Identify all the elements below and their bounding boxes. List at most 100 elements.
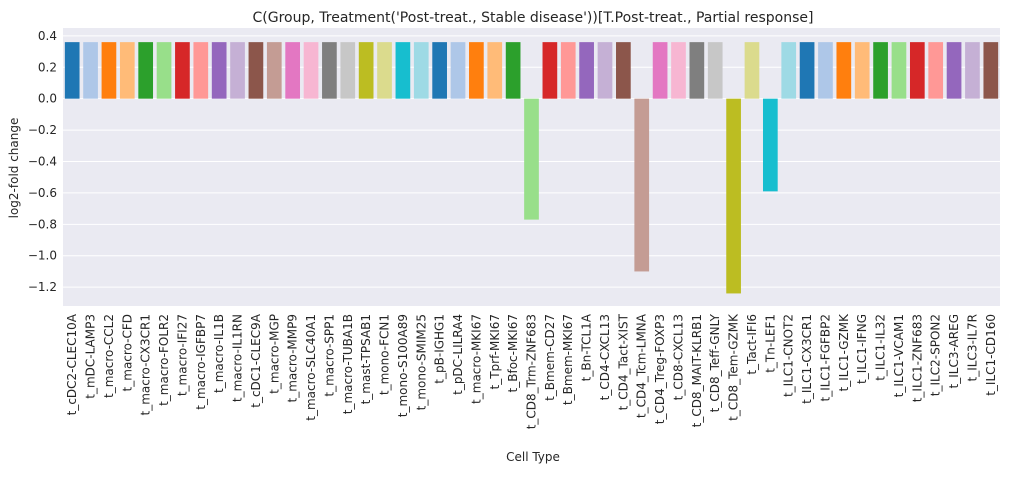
bar-t_ILC1-VCAM1 [891,42,907,99]
bar-t_CD8_Teff-GNLY [707,42,723,99]
bar-t_ILC1-IFNG [854,42,870,99]
bar-t_ILC3-AREG [946,42,962,99]
bar-t_pB-IGHG1 [432,42,447,99]
x-tick-label: t_Tprf-MKI67 [488,314,502,390]
bar-t_macro-CFD [119,42,135,99]
x-tick-label: t_ILC1-CD160 [984,314,998,396]
bar-t_ILC1-ZNF683 [909,42,925,99]
y-axis-ticks: 0.4 0.2 0.0 −0.2 −0.4 −0.6 −0.8 −1.0 −1.2 [28,29,57,294]
bar-t_Bfoc-MKI67 [505,42,521,99]
x-tick-label: t_macro-FOLR2 [157,314,171,406]
x-tick-label: t_CD4_Tact-XIST [616,313,630,410]
x-tick-label: t_ILC1-CX3CR1 [800,314,814,404]
x-tick-label: t_macro-MKI67 [469,314,483,404]
bar-t_mono-FCN1 [377,42,392,99]
y-tick-label: −0.6 [28,186,57,200]
x-tick-label: t_macro-MGP [267,314,281,394]
x-tick-label: t_Bfoc-MKI67 [506,314,520,392]
bar-t_macro-TUBA1B [340,42,356,99]
bar-t_CD4-CXCL13 [597,42,613,99]
x-tick-label: t_Tn-LEF1 [763,314,777,373]
bar-t_CD8_MAIT-KLRB1 [689,42,705,99]
x-tick-label: t_macro-IGFBP7 [194,314,208,410]
x-tick-label: t_macro-IL1RN [231,314,245,402]
bar-t_ILC2-SPON2 [928,42,944,99]
bar-t_ILC1-CX3CR1 [799,42,815,99]
y-tick-label: −0.8 [28,217,57,231]
x-tick-label: t_ILC2-SPON2 [929,314,943,396]
bars [64,42,999,294]
bar-t_macro-MGP [266,42,282,99]
x-tick-label: t_macro-SLC40A1 [304,314,318,421]
y-tick-label: −1.2 [28,280,57,294]
x-tick-label: t_mast-TPSAB1 [359,314,373,404]
y-tick-label: −0.4 [28,155,57,169]
x-tick-label: t_ILC1-ZNF683 [910,314,924,402]
bar-t_mono-S100A89 [395,42,411,99]
x-tick-label: t_macro-IL1B [212,314,226,393]
x-tick-label: t_mDC-LAMP3 [84,314,98,399]
x-tick-label: t_mono-SMIM25 [414,314,428,410]
y-tick-label: 0.2 [38,60,57,74]
x-tick-label: t_ILC1-IL32 [874,314,888,381]
x-tick-label: t_macro-MMP9 [286,314,300,403]
bar-t_mDC-LAMP3 [83,42,98,99]
x-tick-label: t_pB-IGHG1 [433,314,447,384]
bar-t_mast-TPSAB1 [358,42,374,99]
x-tick-label: t_mono-S100A89 [396,314,410,417]
bar-t_ILC1-FGFBP2 [818,42,833,99]
x-tick-label: t_Bn-TCL1A [580,313,594,381]
y-axis-label: log2-fold change [7,118,21,219]
bar-t_CD4_Treg-FOXP3 [652,42,668,99]
y-tick-label: 0.4 [38,29,57,43]
x-tick-label: t_ILC3-IL7R [965,314,979,381]
x-tick-label: t_macro-SPP1 [322,314,336,397]
x-tick-label: t_ILC1-CNOT2 [782,314,796,397]
x-tick-label: t_Tact-IFI6 [745,314,759,375]
bar-t_CD8-CXCL13 [671,42,686,99]
bar-t_macro-MMP9 [285,42,301,99]
bar-t_Tn-LEF1 [762,98,778,192]
x-tick-label: t_ILC1-VCAM1 [892,314,906,397]
y-tick-label: −1.0 [28,249,57,263]
x-tick-label: t_macro-TUBA1B [341,314,355,414]
bar-t_macro-FOLR2 [156,42,172,99]
x-tick-label: t_ILC1-GZMK [837,313,851,392]
x-tick-label: t_Bmem-CD27 [543,314,557,401]
bar-t_Bn-TCL1A [579,42,594,99]
bar-t_macro-MKI67 [469,42,484,99]
x-tick-label: t_cDC1-CLEC9A [249,313,263,408]
bar-t_macro-CX3CR1 [138,42,154,99]
x-tick-label: t_macro-CFD [120,314,134,391]
x-tick-label: t_ILC1-FGFBP2 [818,314,832,401]
chart-title: C(Group, Treatment('Post-treat., Stable … [253,10,814,26]
bar-t_cDC2-CLEC10A [64,42,80,99]
bar-t_Tact-IFI6 [744,42,760,99]
bar-t_CD8_Trm-ZNF683 [524,98,539,220]
x-tick-label: t_macro-CCL2 [102,314,116,398]
bar-t_macro-IL1B [211,42,227,99]
bar-t_macro-SPP1 [322,42,337,99]
bar-t_pDC-LILRA4 [450,42,466,99]
x-axis-ticks: t_cDC2-CLEC10A t_mDC-LAMP3 t_macro-CCL2 t_m… [65,313,998,429]
x-tick-label: t_CD8_Tem-GZMK [727,313,741,421]
x-tick-label: t_mono-FCN1 [378,314,392,395]
bar-t_Tprf-MKI67 [487,42,503,99]
x-tick-label: t_macro-IFI27 [175,314,189,396]
bar-t_CD4_Tact-XIST [616,42,631,99]
x-tick-label: t_CD4-CXCL13 [598,314,612,400]
bar-t_ILC1-IL32 [873,42,888,99]
bar-t_macro-IL1RN [230,42,245,99]
bar-t_mono-SMIM25 [413,42,429,99]
bar-t_CD8_Tem-GZMK [726,98,741,294]
bar-t_macro-IFI27 [175,42,190,99]
x-tick-label: t_ILC1-IFNG [855,314,869,384]
x-axis-label: Cell Type [506,450,560,464]
y-tick-label: 0.0 [38,92,57,106]
x-tick-label: t_pDC-LILRA4 [451,314,465,395]
x-tick-label: t_CD8_Teff-GNLY [708,313,722,412]
bar-t_macro-SLC40A1 [303,42,319,99]
bar-t_cDC1-CLEC9A [248,42,264,99]
